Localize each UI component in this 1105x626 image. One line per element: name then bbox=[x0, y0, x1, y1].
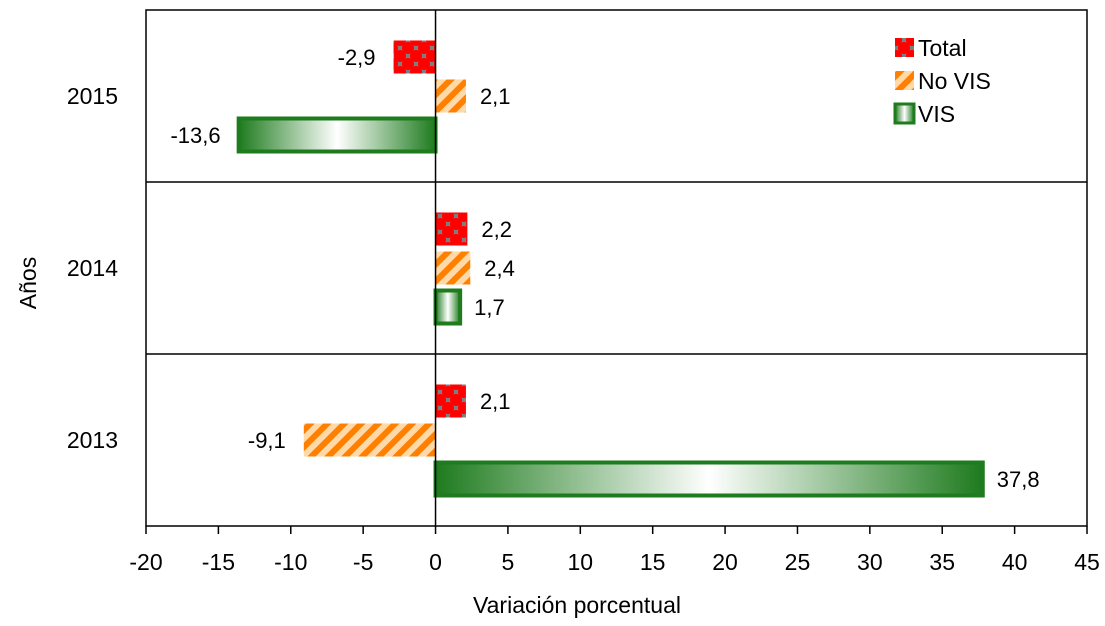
data-label: 1,7 bbox=[474, 295, 505, 320]
data-label: 2,2 bbox=[481, 217, 512, 242]
data-label: -9,1 bbox=[248, 428, 286, 453]
data-label: 2,4 bbox=[484, 256, 515, 281]
plot-frame bbox=[145, 9, 1088, 527]
legend-label: VIS bbox=[918, 101, 955, 127]
plot-area bbox=[145, 9, 1088, 527]
y-axis-title: Años bbox=[15, 257, 41, 309]
x-tick-label: -20 bbox=[129, 549, 162, 575]
x-tick-label: 40 bbox=[1002, 549, 1028, 575]
data-label: 2,1 bbox=[480, 84, 511, 109]
bar-vis-2013 bbox=[433, 460, 985, 498]
axes-layer: -20 -15 -10 -5 0 5 10 15 20 25 30 35 40 45 2015 2014 201… bbox=[67, 10, 1100, 575]
x-tick-label: 30 bbox=[857, 549, 883, 575]
data-label: 37,8 bbox=[997, 467, 1040, 492]
data-labels-layer: -2,9 2,1 -13,6 2,2 2,4 1,7 2,1 -9,1 37,8 bbox=[170, 45, 1039, 492]
bar-vis-2014 bbox=[433, 288, 463, 326]
x-tick-label: 5 bbox=[502, 549, 515, 575]
legend-swatch-no-vis bbox=[895, 71, 914, 90]
legend-label: Total bbox=[918, 35, 967, 61]
bar-no-vis-2014 bbox=[435, 251, 471, 285]
bar-total-2015 bbox=[393, 40, 436, 74]
x-tick-label: 0 bbox=[429, 549, 442, 575]
x-tick-label: 10 bbox=[568, 549, 594, 575]
data-label: -13,6 bbox=[170, 123, 220, 148]
data-label: -2,9 bbox=[338, 45, 376, 70]
bars-layer bbox=[236, 40, 985, 498]
x-tick-label: -5 bbox=[353, 549, 373, 575]
bar-no-vis-2015 bbox=[435, 79, 466, 113]
x-tick-label: 25 bbox=[785, 549, 811, 575]
x-tick-label: 20 bbox=[712, 549, 738, 575]
legend: Total No VIS VIS bbox=[893, 35, 991, 127]
x-tick-label: -15 bbox=[202, 549, 235, 575]
x-tick-label: 15 bbox=[640, 549, 666, 575]
bar-vis-2015 bbox=[236, 116, 438, 154]
data-label: 2,1 bbox=[480, 389, 511, 414]
legend-swatch-vis bbox=[893, 102, 916, 125]
y-tick-label: 2014 bbox=[67, 255, 118, 281]
x-tick-label: 45 bbox=[1074, 549, 1100, 575]
bar-no-vis-2013 bbox=[303, 423, 436, 457]
x-tick-label: 35 bbox=[929, 549, 955, 575]
legend-swatch-total bbox=[895, 38, 914, 57]
bar-total-2014 bbox=[435, 212, 468, 246]
legend-label: No VIS bbox=[918, 68, 991, 94]
x-axis-title: Variación porcentual bbox=[473, 592, 681, 618]
x-tick-label: -10 bbox=[274, 549, 307, 575]
y-tick-label: 2013 bbox=[67, 427, 118, 453]
y-tick-label: 2015 bbox=[67, 83, 118, 109]
bar-total-2013 bbox=[435, 384, 466, 418]
